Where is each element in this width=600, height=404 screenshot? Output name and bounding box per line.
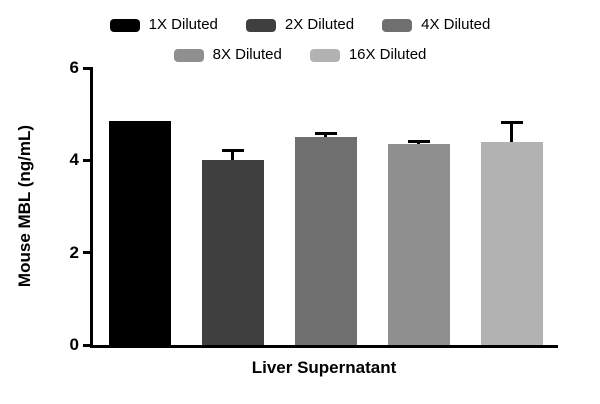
legend-item-16x-diluted: 16X Diluted [309,44,427,66]
y-axis-title: Mouse MBL (ng/mL) [15,124,34,288]
legend-label: 16X Diluted [348,46,427,63]
error-bar-cap [407,139,430,143]
legend-label: 4X Diluted [421,16,491,33]
x-axis-title: Liver Supernatant [251,358,397,377]
legend-swatch [173,48,204,62]
y-axis-tick [83,251,93,255]
legend-row: 8X Diluted 16X Diluted [173,44,427,66]
legend-label: 2X Diluted [284,16,355,33]
error-bar-cap [314,131,337,135]
legend-label: 1X Diluted [148,16,218,33]
y-axis-tick-label: 4 [69,150,79,170]
bar-4x-diluted [294,137,357,345]
y-axis-tick-label: 6 [69,58,79,77]
y-axis-tick [83,343,93,347]
bar-16x-diluted [480,141,543,345]
error-bar-cap [221,148,244,152]
error-bar-stem [231,148,234,161]
legend-item-8x-diluted: 8X Diluted [173,44,282,66]
error-bar-cap [500,121,523,125]
error-bar-stem [510,121,513,142]
legend-swatch [245,18,276,32]
legend-swatch [382,18,413,32]
legend-item-2x-diluted: 2X Diluted [245,14,355,36]
legend-label: 8X Diluted [212,46,282,63]
y-axis-tick-label: 2 [69,242,79,262]
legend-swatch [109,18,140,32]
chart-legend: 1X Diluted 2X Diluted 4X Diluted 8X Diluted… [0,14,600,66]
legend-item-1x-diluted: 1X Diluted [109,14,218,36]
legend-item-4x-diluted: 4X Diluted [382,14,490,36]
y-axis-tick-label: 0 [69,335,79,354]
plot-area: 0 2 4 6 [70,58,558,354]
bar-2x-diluted [201,160,264,345]
legend-row: 1X Diluted 2X Diluted 4X Diluted [109,14,490,36]
y-axis-tick [83,158,93,162]
y-axis-tick [83,66,93,70]
legend-swatch [309,48,340,62]
bar-1x-diluted [108,121,171,345]
bar-8x-diluted [387,144,450,345]
